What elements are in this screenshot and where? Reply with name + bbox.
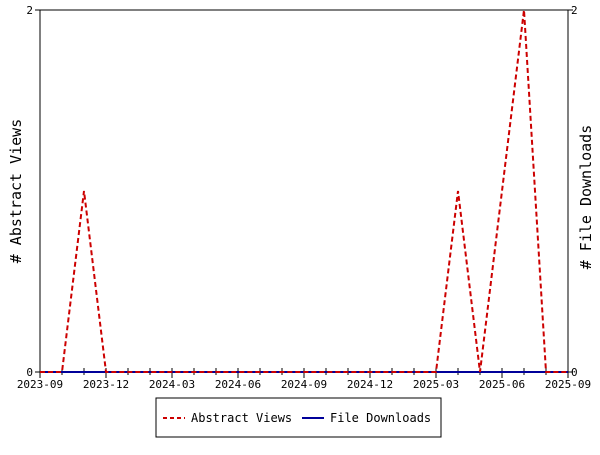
legend-label-file-downloads: File Downloads — [330, 411, 431, 425]
x-tick-label: 2023-09 — [17, 378, 63, 391]
x-tick-label: 2024-06 — [215, 378, 261, 391]
y-right-tick-label: 0 — [571, 366, 578, 379]
y-left-tick-label: 0 — [26, 366, 33, 379]
x-tick-label: 2023-12 — [83, 378, 129, 391]
series-line-abstract-views — [40, 9, 568, 373]
x-tick-label: 2024-12 — [347, 378, 393, 391]
legend-box — [155, 397, 442, 438]
x-tick-label: 2025-06 — [479, 378, 525, 391]
legend-label-abstract-views: Abstract Views — [191, 411, 292, 425]
x-tick-label: 2024-03 — [149, 378, 195, 391]
legend: Abstract Views File Downloads — [155, 397, 442, 438]
x-tick-label: 2025-09 — [545, 378, 591, 391]
plot-area — [39, 9, 569, 373]
x-tick-label: 2024-09 — [281, 378, 327, 391]
x-tick-label: 2025-03 — [413, 378, 459, 391]
y-right-tick-label: 2 — [571, 4, 578, 17]
y-axis-title-left: # Abstract Views — [7, 119, 25, 264]
y-left-tick-label: 2 — [26, 4, 33, 17]
chart-marks: 2023-09 2023-12 2024-03 2024-06 2024-09 2024-… — [17, 4, 591, 391]
y-axis-title-right: # File Downloads — [577, 125, 595, 270]
